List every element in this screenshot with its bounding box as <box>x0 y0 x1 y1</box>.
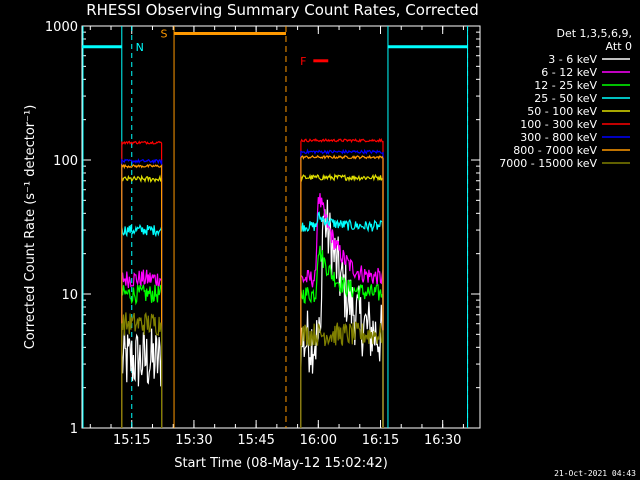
chart-title: RHESSI Observing Summary Count Rates, Co… <box>86 1 479 19</box>
series-line-4 <box>300 211 384 428</box>
series-line-2 <box>300 193 384 428</box>
series-line-1 <box>121 327 163 428</box>
legend-label: 7000 - 15000 keV <box>499 157 597 170</box>
series-line-8 <box>121 163 163 428</box>
series-line-3 <box>121 284 163 428</box>
series-line-1 <box>300 199 384 428</box>
legend-label: 6 - 12 keV <box>541 66 597 79</box>
x-tick-label: 16:00 <box>300 433 337 448</box>
flare-label: F <box>300 55 306 68</box>
series-line-5 <box>121 174 163 428</box>
plot-frame <box>81 25 481 429</box>
legend-label: 800 - 7000 keV <box>513 144 597 157</box>
x-tick-label: 16:15 <box>362 433 399 448</box>
legend-label: 100 - 300 keV <box>520 118 597 131</box>
legend-label: 12 - 25 keV <box>534 79 597 92</box>
night-label: N <box>136 41 144 54</box>
y-axis-label: Corrected Count Rate (s⁻¹ detector⁻¹) <box>23 105 38 350</box>
y-tick-label: 1 <box>70 422 78 437</box>
x-tick-label: 15:45 <box>237 433 274 448</box>
x-axis-label: Start Time (08-May-12 15:02:42) <box>174 456 388 471</box>
x-tick-label: 16:30 <box>424 433 461 448</box>
series-line-4 <box>121 223 163 428</box>
legend-header: Att 0 <box>606 40 632 53</box>
series-line-7 <box>121 157 163 428</box>
x-tick-label: 15:15 <box>113 433 150 448</box>
y-tick-label: 100 <box>53 154 78 169</box>
series-line-2 <box>121 269 163 428</box>
series-line-5 <box>300 173 384 428</box>
legend-label: 3 - 6 keV <box>548 53 597 66</box>
y-tick-label: 1000 <box>45 20 78 35</box>
y-tick-label: 10 <box>61 288 78 303</box>
series-line-3 <box>300 245 384 428</box>
series-line-8 <box>300 154 384 428</box>
series-line-9 <box>121 311 163 428</box>
series-line-7 <box>300 148 384 428</box>
legend-header: Det 1,3,5,6,9, <box>556 27 632 40</box>
footer-timestamp: 21-Oct-2021 04:43 <box>554 469 636 478</box>
series-line-6 <box>300 137 384 428</box>
legend-label: 25 - 50 keV <box>534 92 597 105</box>
series-line-9 <box>300 321 384 428</box>
legend-label: 300 - 800 keV <box>520 131 597 144</box>
legend-label: 50 - 100 keV <box>527 105 597 118</box>
x-tick-label: 15:30 <box>175 433 212 448</box>
saa-label: S <box>161 27 168 40</box>
series-line-6 <box>121 140 163 428</box>
